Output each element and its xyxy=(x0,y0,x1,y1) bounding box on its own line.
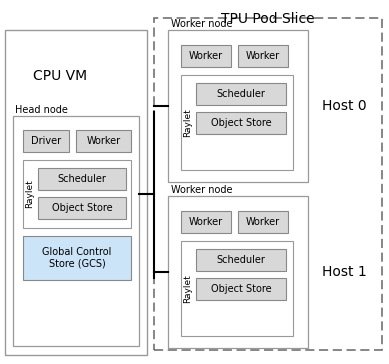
Text: Head node: Head node xyxy=(15,105,68,115)
FancyBboxPatch shape xyxy=(196,278,286,300)
Text: Raylet: Raylet xyxy=(26,179,35,208)
Text: Object Store: Object Store xyxy=(52,203,112,213)
FancyBboxPatch shape xyxy=(196,112,286,134)
FancyBboxPatch shape xyxy=(181,211,231,233)
Text: Worker: Worker xyxy=(86,136,121,146)
FancyBboxPatch shape xyxy=(23,160,131,228)
FancyBboxPatch shape xyxy=(5,30,147,355)
FancyBboxPatch shape xyxy=(196,249,286,271)
Text: CPU VM: CPU VM xyxy=(33,69,87,83)
Text: Worker: Worker xyxy=(246,217,280,227)
FancyBboxPatch shape xyxy=(196,83,286,105)
Text: Worker node: Worker node xyxy=(171,185,233,195)
Text: Worker: Worker xyxy=(189,217,223,227)
Text: Scheduler: Scheduler xyxy=(217,255,265,265)
FancyBboxPatch shape xyxy=(168,30,308,182)
Text: Worker node: Worker node xyxy=(171,19,233,29)
FancyBboxPatch shape xyxy=(13,116,139,346)
Text: Scheduler: Scheduler xyxy=(217,89,265,99)
FancyBboxPatch shape xyxy=(181,241,293,336)
Text: Scheduler: Scheduler xyxy=(58,174,107,184)
FancyBboxPatch shape xyxy=(23,236,131,280)
FancyBboxPatch shape xyxy=(38,168,126,190)
Text: Global Control
Store (GCS): Global Control Store (GCS) xyxy=(42,247,112,269)
FancyBboxPatch shape xyxy=(238,45,288,67)
FancyBboxPatch shape xyxy=(238,211,288,233)
FancyBboxPatch shape xyxy=(154,18,382,350)
Text: Worker: Worker xyxy=(189,51,223,61)
Text: Raylet: Raylet xyxy=(184,108,193,137)
Text: TPU Pod Slice: TPU Pod Slice xyxy=(221,12,315,26)
Text: Object Store: Object Store xyxy=(211,118,271,128)
Text: Object Store: Object Store xyxy=(211,284,271,294)
FancyBboxPatch shape xyxy=(76,130,131,152)
FancyBboxPatch shape xyxy=(168,196,308,348)
Text: Host 1: Host 1 xyxy=(322,265,366,279)
FancyBboxPatch shape xyxy=(181,45,231,67)
Text: Host 0: Host 0 xyxy=(322,99,366,113)
Text: Raylet: Raylet xyxy=(184,274,193,303)
FancyBboxPatch shape xyxy=(181,75,293,170)
FancyBboxPatch shape xyxy=(23,130,69,152)
Text: Driver: Driver xyxy=(31,136,61,146)
FancyBboxPatch shape xyxy=(38,197,126,219)
Text: Worker: Worker xyxy=(246,51,280,61)
